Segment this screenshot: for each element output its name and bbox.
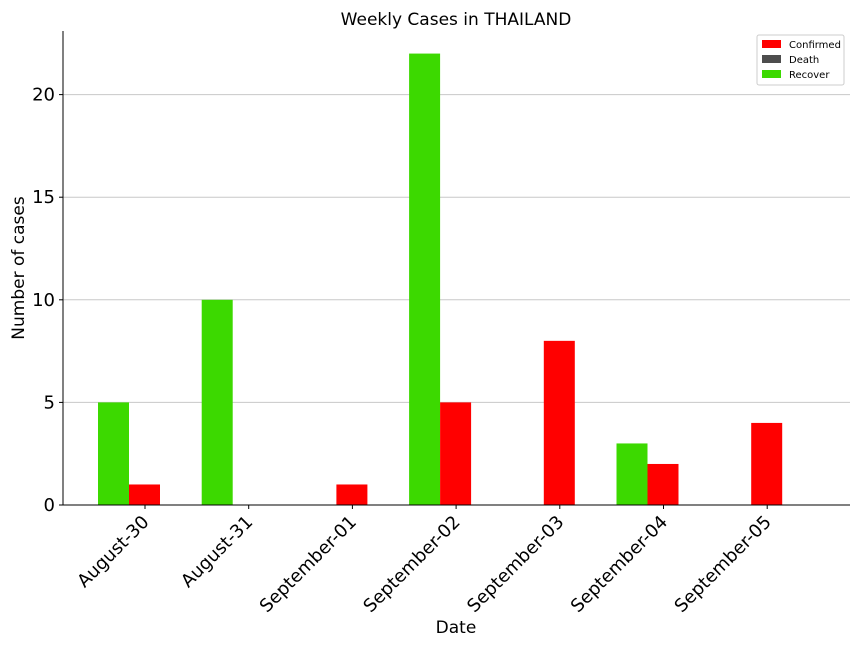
y-tick-label: 5 [44, 392, 55, 413]
bar-confirmed [647, 463, 679, 505]
legend-swatch [762, 70, 781, 78]
bar-confirmed [129, 484, 160, 505]
bar-recover [98, 402, 129, 505]
y-tick-label: 15 [32, 187, 55, 208]
y-tick-label: 20 [32, 85, 55, 106]
y-axis-label: Number of cases [9, 196, 29, 340]
y-ticks: 0 5 10 15 20 [32, 85, 63, 516]
legend-label: Confirmed [789, 40, 841, 51]
legend: Confirmed Death Recover [756, 34, 845, 86]
y-tick-label: 0 [44, 495, 55, 516]
legend-swatch [762, 40, 781, 48]
legend-label: Recover [789, 70, 830, 81]
legend-swatch [762, 55, 781, 63]
bar-recover [616, 443, 648, 505]
bar-confirmed [543, 340, 575, 505]
legend-label: Death [789, 55, 819, 66]
bar-confirmed [336, 484, 368, 505]
bars [98, 53, 783, 505]
chart-title: Weekly Cases in THAILAND [341, 10, 572, 30]
bar-recover [409, 53, 441, 505]
bar-confirmed [751, 422, 783, 505]
bar-confirmed [440, 402, 472, 505]
bar-recover [201, 299, 233, 505]
x-axis-label: Date [436, 618, 477, 638]
y-tick-label: 10 [32, 290, 55, 311]
gridlines [63, 94, 850, 403]
